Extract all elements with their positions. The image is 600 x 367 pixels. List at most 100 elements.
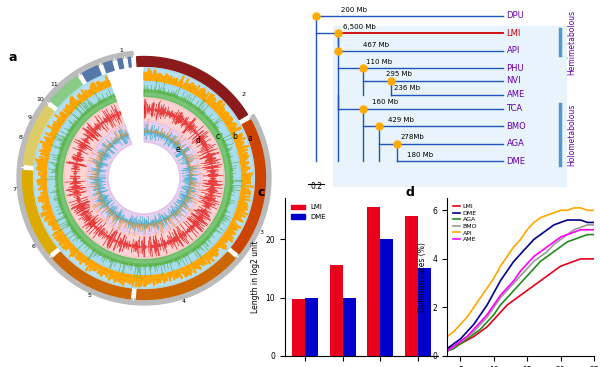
Polygon shape	[89, 261, 93, 266]
Polygon shape	[161, 77, 163, 82]
Polygon shape	[119, 273, 122, 282]
Polygon shape	[113, 272, 116, 279]
Polygon shape	[59, 237, 67, 243]
LMI	[443, 346, 451, 351]
Polygon shape	[241, 195, 250, 198]
Polygon shape	[147, 276, 148, 284]
Polygon shape	[238, 145, 248, 150]
Polygon shape	[208, 97, 214, 104]
Polygon shape	[226, 119, 233, 124]
Polygon shape	[241, 160, 244, 162]
Polygon shape	[42, 171, 46, 172]
Polygon shape	[38, 188, 47, 190]
DME	[584, 220, 591, 225]
Polygon shape	[42, 178, 46, 179]
Polygon shape	[104, 81, 107, 88]
Polygon shape	[94, 264, 98, 270]
Polygon shape	[241, 190, 251, 192]
Polygon shape	[93, 83, 98, 92]
Text: DPU: DPU	[506, 11, 524, 21]
Polygon shape	[241, 193, 244, 195]
Polygon shape	[223, 119, 224, 120]
Polygon shape	[135, 276, 136, 279]
Polygon shape	[48, 219, 55, 223]
AME	[490, 303, 497, 307]
Polygon shape	[242, 171, 245, 173]
Polygon shape	[44, 205, 50, 208]
API	[590, 208, 598, 212]
DME	[470, 322, 478, 327]
Text: 7: 7	[13, 187, 17, 192]
Polygon shape	[124, 274, 127, 281]
Polygon shape	[50, 77, 82, 107]
Polygon shape	[229, 225, 238, 230]
Text: API: API	[506, 46, 520, 55]
Polygon shape	[203, 92, 209, 100]
Polygon shape	[107, 83, 109, 87]
Polygon shape	[42, 158, 48, 160]
Polygon shape	[50, 132, 56, 136]
DME	[557, 220, 564, 225]
Polygon shape	[235, 138, 242, 142]
Polygon shape	[145, 276, 146, 286]
Polygon shape	[53, 121, 61, 127]
Polygon shape	[49, 221, 56, 225]
Polygon shape	[232, 120, 265, 254]
BMO	[537, 254, 544, 259]
Polygon shape	[171, 79, 173, 84]
AGA	[457, 342, 464, 346]
Polygon shape	[150, 71, 151, 80]
Polygon shape	[241, 187, 245, 189]
Polygon shape	[85, 90, 90, 97]
Polygon shape	[188, 83, 193, 91]
Polygon shape	[40, 186, 46, 188]
Polygon shape	[69, 249, 77, 257]
Polygon shape	[50, 217, 55, 220]
DME	[571, 218, 578, 222]
Polygon shape	[98, 265, 100, 268]
Polygon shape	[101, 84, 104, 89]
Polygon shape	[199, 94, 202, 97]
DME	[443, 346, 451, 351]
Polygon shape	[49, 220, 56, 224]
Polygon shape	[77, 251, 79, 253]
Polygon shape	[75, 252, 80, 258]
Polygon shape	[185, 84, 188, 90]
Polygon shape	[38, 179, 46, 181]
Polygon shape	[233, 134, 242, 139]
Polygon shape	[61, 115, 66, 119]
AGA	[524, 274, 531, 278]
Polygon shape	[231, 222, 241, 228]
API	[490, 276, 497, 280]
Polygon shape	[46, 157, 48, 158]
Polygon shape	[168, 273, 171, 281]
Polygon shape	[182, 268, 187, 276]
Polygon shape	[169, 272, 171, 276]
Text: 5: 5	[87, 293, 91, 298]
AME	[571, 230, 578, 235]
Polygon shape	[158, 78, 159, 81]
Text: c: c	[216, 132, 220, 141]
Text: Holometabolous: Holometabolous	[568, 103, 577, 166]
Polygon shape	[71, 248, 76, 253]
Polygon shape	[44, 182, 46, 184]
Polygon shape	[160, 275, 161, 276]
Polygon shape	[232, 133, 233, 134]
Polygon shape	[85, 258, 89, 263]
Polygon shape	[240, 157, 248, 159]
Polygon shape	[224, 117, 232, 123]
Polygon shape	[176, 270, 178, 274]
Polygon shape	[90, 86, 95, 94]
AME	[524, 262, 531, 266]
Polygon shape	[92, 263, 95, 267]
Polygon shape	[44, 137, 53, 141]
Polygon shape	[79, 252, 81, 256]
Polygon shape	[236, 211, 240, 213]
Polygon shape	[38, 166, 47, 168]
API	[550, 211, 557, 215]
Polygon shape	[233, 218, 236, 220]
Polygon shape	[219, 240, 227, 247]
Polygon shape	[57, 234, 64, 239]
Y-axis label: Length in log2 unit: Length in log2 unit	[251, 241, 260, 313]
Polygon shape	[43, 194, 47, 196]
